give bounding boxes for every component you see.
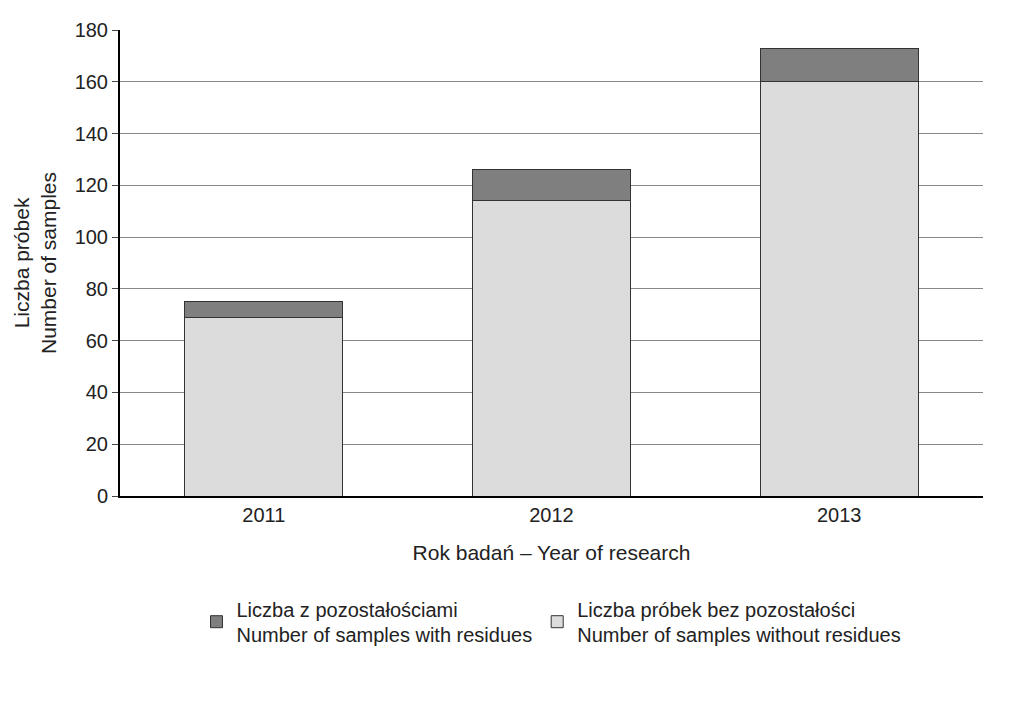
svg-text:2011: 2011 xyxy=(242,504,285,526)
svg-text:0: 0 xyxy=(97,485,108,507)
svg-text:2012: 2012 xyxy=(529,504,574,526)
svg-text:120: 120 xyxy=(75,174,108,196)
svg-text:Rok badań – Year of research: Rok badań – Year of research xyxy=(413,541,691,564)
svg-text:20: 20 xyxy=(86,433,108,455)
svg-text:100: 100 xyxy=(75,226,108,248)
svg-text:80: 80 xyxy=(86,278,108,300)
svg-text:60: 60 xyxy=(86,330,108,352)
svg-text:180: 180 xyxy=(75,19,108,41)
svg-text:160: 160 xyxy=(75,71,108,93)
svg-text:40: 40 xyxy=(86,381,108,403)
svg-text:Liczba z pozostałościamiNumber: Liczba z pozostałościamiNumber of sample… xyxy=(237,599,533,647)
svg-text:2013: 2013 xyxy=(817,504,862,526)
svg-text:140: 140 xyxy=(75,123,108,145)
svg-text:Liczba próbekNumber of samples: Liczba próbekNumber of samples xyxy=(10,172,60,354)
svg-text:Liczba próbek bez pozostałości: Liczba próbek bez pozostałościNumber of … xyxy=(577,599,900,647)
